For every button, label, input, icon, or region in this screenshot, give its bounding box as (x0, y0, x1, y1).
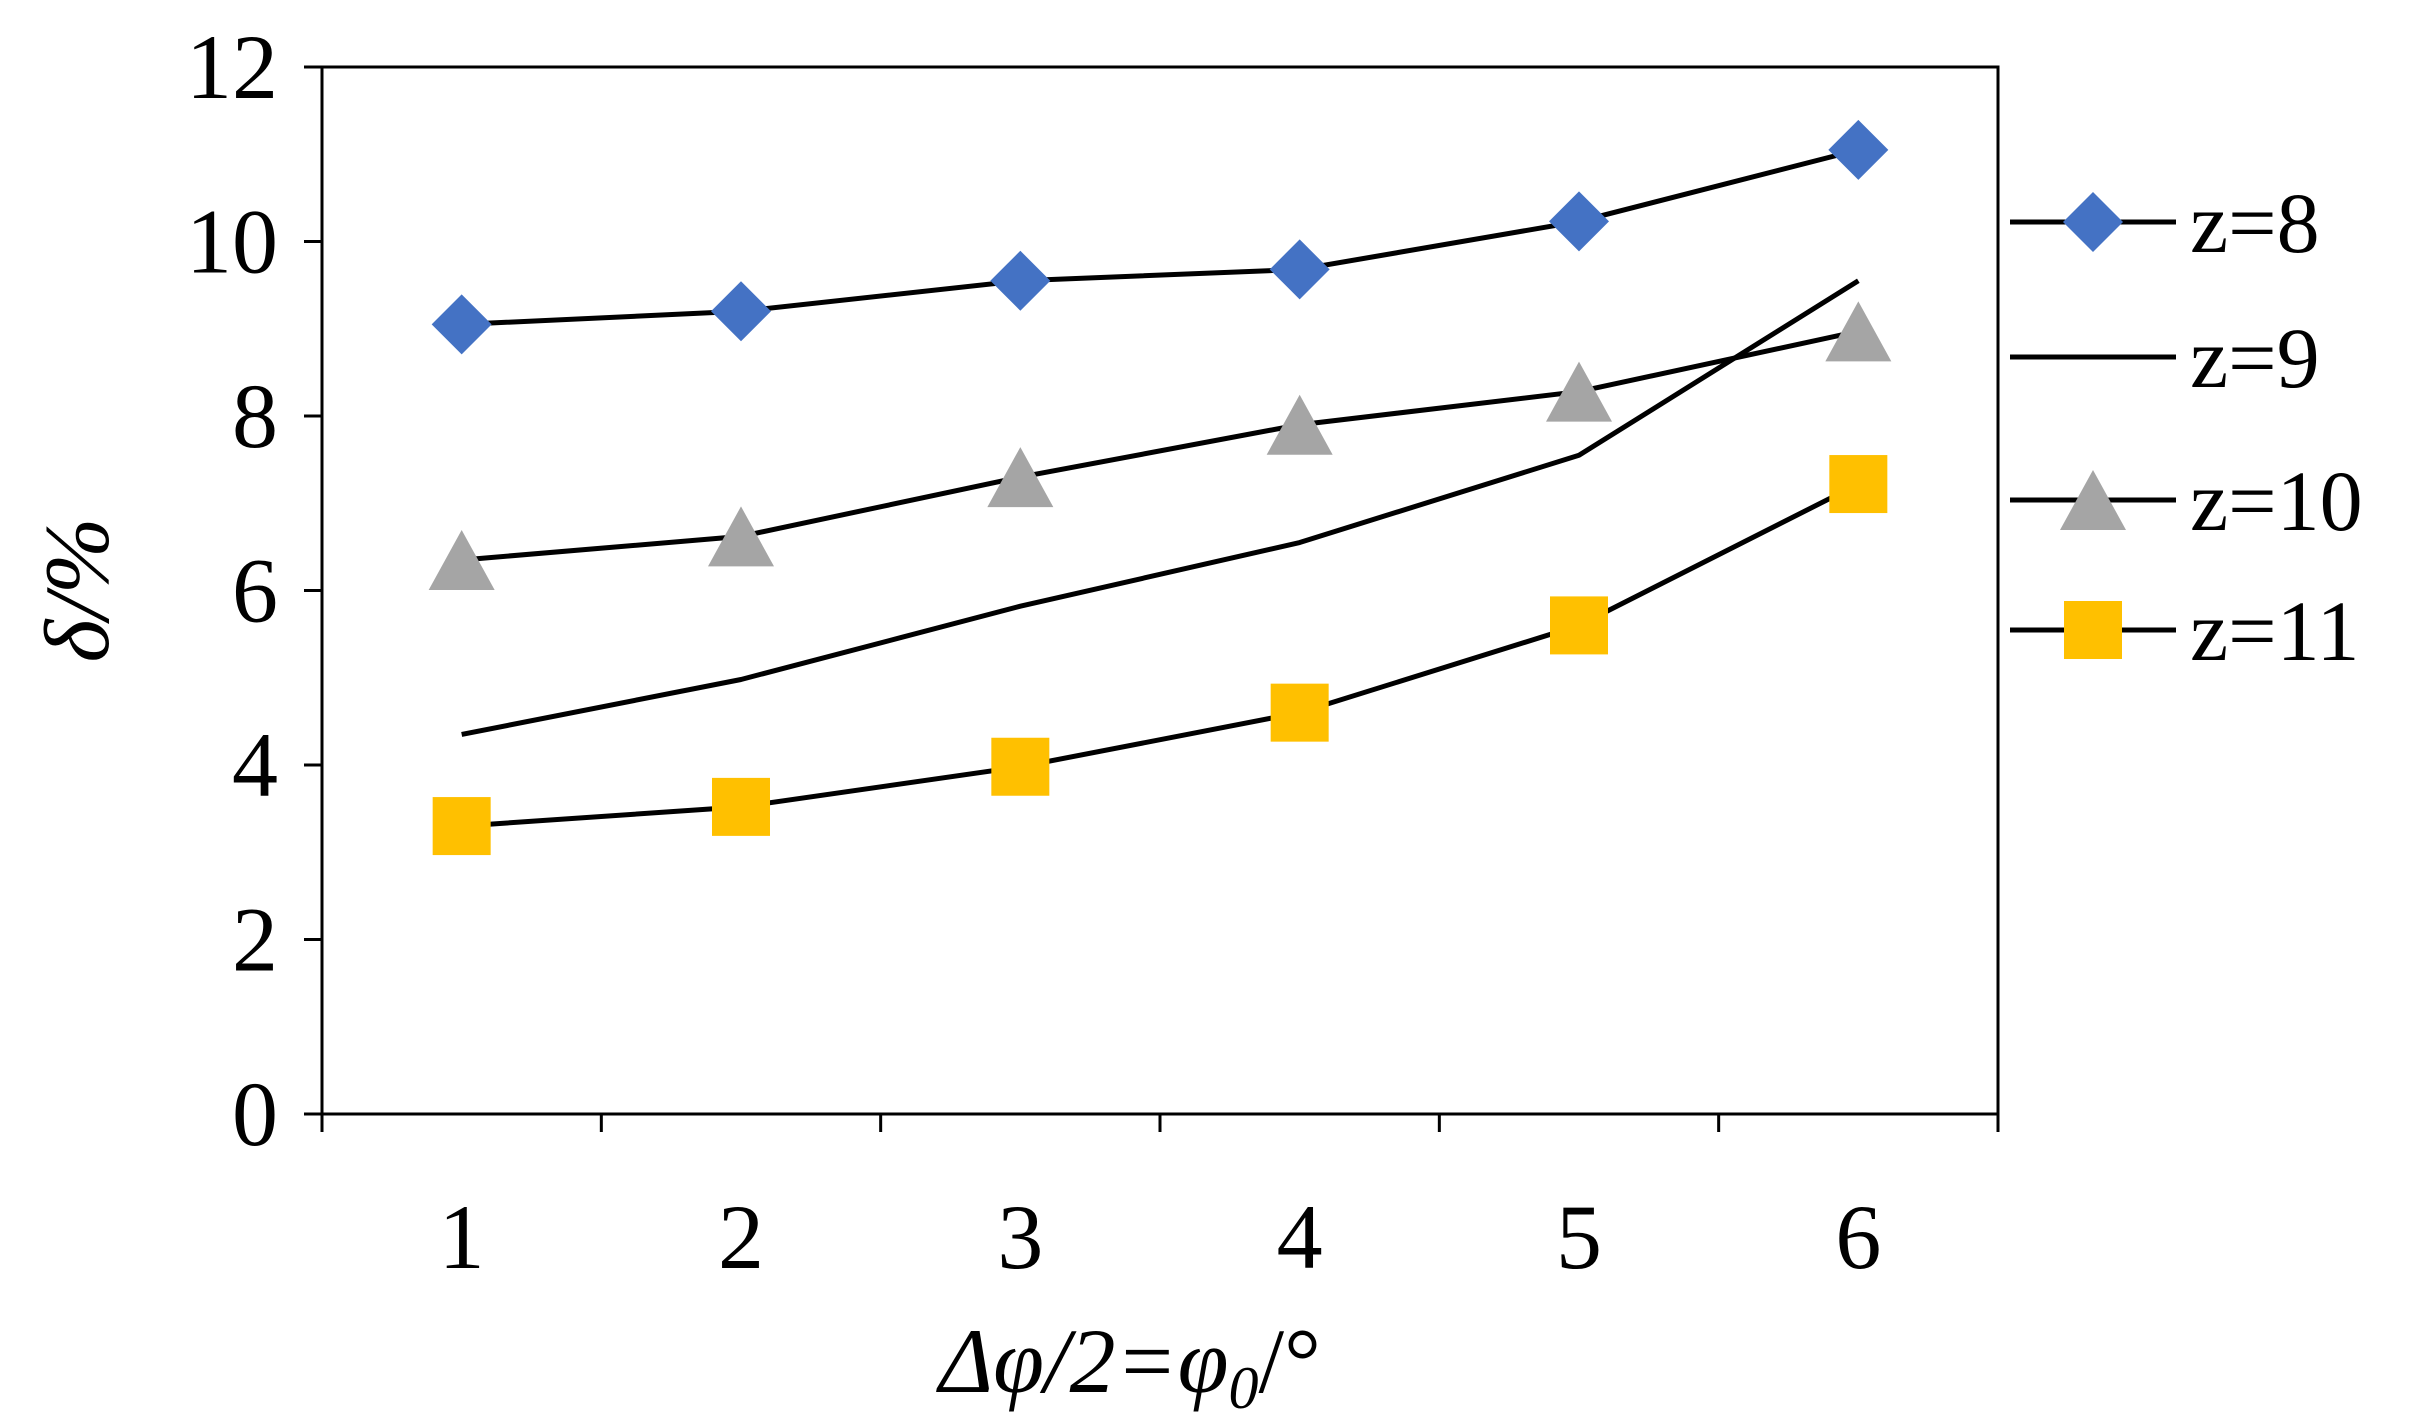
legend-label: z=9 (2190, 310, 2320, 406)
legend-marker (2063, 192, 2123, 252)
data-point-z-8 (990, 250, 1051, 311)
y-tick-label: 6 (232, 540, 278, 642)
legend-marker (2064, 601, 2122, 659)
y-tick-label: 8 (232, 365, 278, 467)
legend: z=8 z=9 z=10 z=11 (2010, 175, 2363, 679)
data-point-z-11 (1270, 683, 1329, 742)
series-line-z-11 (461, 481, 1860, 829)
legend-label: z=8 (2190, 175, 2320, 271)
data-point-z-8 (711, 281, 771, 342)
series-line-z-10 (461, 328, 1859, 563)
data-point-z-11 (991, 737, 1050, 796)
y-axis-title: δ/% (26, 518, 128, 663)
x-axis: 1 2 3 4 5 6 (320, 1114, 2000, 1288)
series-line-z-9 (461, 278, 1860, 737)
x-tick-label: 4 (1277, 1186, 1323, 1288)
data-point-z-10 (1266, 394, 1333, 455)
series-lines (461, 147, 1860, 829)
y-tick-label: 12 (186, 16, 278, 118)
legend-label: z=10 (2190, 453, 2363, 549)
x-tick-label: 5 (1556, 1186, 1602, 1288)
x-axis-title: Δφ/2=φ0/° (935, 1310, 1321, 1421)
data-point-z-8 (1828, 119, 1889, 180)
data-point-z-10 (1546, 361, 1612, 422)
x-axis-title-main: Δφ/2=φ (935, 1310, 1228, 1412)
data-point-z-8 (1549, 191, 1609, 252)
x-tick-label: 6 (1835, 1186, 1881, 1288)
plot-frame (320, 65, 2000, 1116)
x-tick-label: 3 (997, 1186, 1043, 1288)
x-axis-title-unit: /° (1259, 1310, 1321, 1412)
data-point-z-8 (1269, 239, 1330, 300)
data-point-z-11 (712, 777, 770, 836)
y-tick-label: 4 (232, 714, 278, 816)
series-line-z-8 (461, 147, 1859, 327)
data-point-z-10 (987, 447, 1054, 508)
data-point-z-8 (431, 294, 492, 355)
legend-label: z=11 (2190, 583, 2359, 679)
y-axis: 0 2 4 6 8 10 12 (186, 16, 322, 1165)
x-tick-label: 1 (439, 1186, 485, 1288)
y-tick-label: 10 (186, 191, 278, 293)
x-axis-title-subscript: 0 (1229, 1355, 1259, 1421)
data-point-z-11 (432, 797, 491, 856)
x-tick-label: 2 (718, 1186, 764, 1288)
data-point-z-10 (1825, 301, 1892, 362)
data-point-z-11 (1550, 596, 1608, 655)
series-markers (428, 119, 1892, 856)
data-point-z-10 (428, 529, 495, 590)
legend-marker (2060, 470, 2126, 530)
data-point-z-10 (708, 506, 774, 567)
y-tick-label: 2 (232, 889, 278, 991)
y-tick-label: 0 (232, 1063, 278, 1165)
data-point-z-11 (1829, 455, 1888, 514)
